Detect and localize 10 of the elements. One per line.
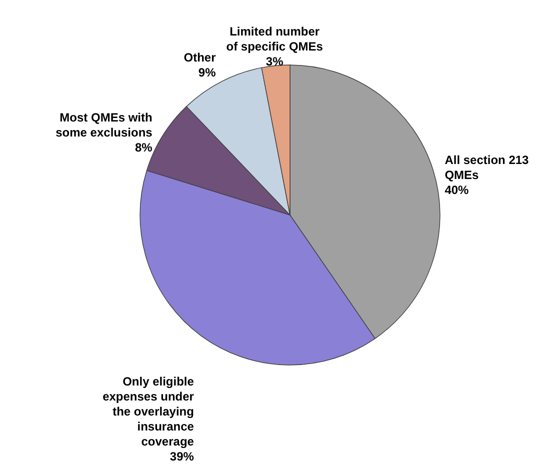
slice-label: Limited number of specific QMEs	[226, 24, 324, 54]
data-label: 39%	[170, 450, 194, 464]
slice-label: Other	[184, 50, 216, 65]
slice-label: Only eligible expenses under the overlaying insurance coverage	[102, 374, 194, 449]
data-label: 3%	[266, 54, 284, 68]
data-label: 8%	[135, 140, 153, 155]
slice-label: Most QMEs with some exclusions	[56, 110, 153, 140]
data-label: 40%	[444, 183, 470, 198]
slice-label: All section 213 QMEs	[444, 153, 530, 182]
data-label: 9%	[198, 66, 216, 80]
